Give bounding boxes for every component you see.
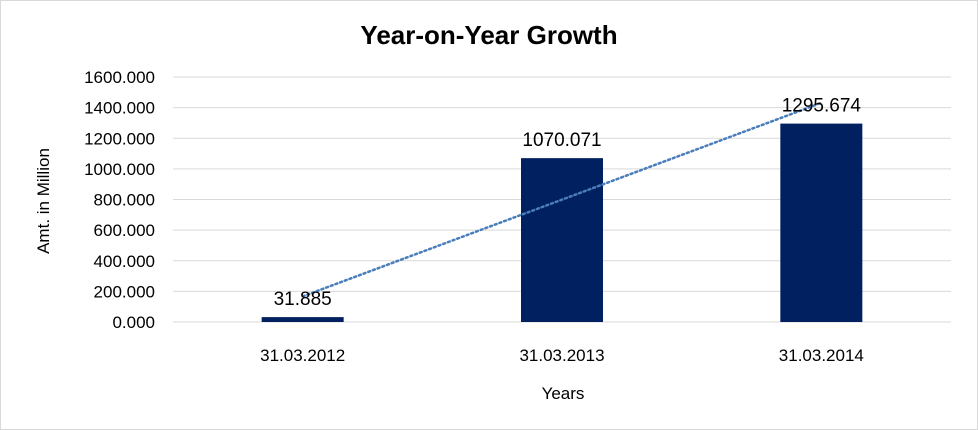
- y-axis-label: Amt. in Million: [34, 148, 53, 254]
- x-tick-label: 31.03.2013: [519, 346, 604, 365]
- data-label: 31.885: [274, 289, 332, 310]
- chart-title: Year-on-Year Growth: [360, 20, 617, 50]
- data-label: 1070.071: [522, 130, 601, 151]
- y-tick-label: 1600.000: [84, 68, 155, 87]
- y-axis-ticks: 0.000 200.000 400.000 600.000 800.000 1000.00…: [84, 68, 155, 332]
- bar: [780, 123, 863, 323]
- bar: [261, 317, 344, 322]
- x-tick-label: 31.03.2014: [779, 346, 864, 365]
- y-tick-label: 1400.000: [84, 99, 155, 118]
- bars: [261, 123, 863, 323]
- trendline: [301, 101, 823, 298]
- y-tick-label: 400.000: [94, 252, 155, 271]
- y-tick-label: 600.000: [94, 221, 155, 240]
- y-tick-label: 1000.000: [84, 160, 155, 179]
- y-tick-label: 1200.000: [84, 129, 155, 148]
- data-label: 1295.674: [782, 96, 862, 117]
- data-labels: 31.885 1070.071 1295.674: [274, 96, 862, 311]
- x-tick-label: 31.03.2012: [260, 346, 345, 365]
- y-tick-label: 800.000: [94, 191, 155, 210]
- trendline-group: [301, 101, 823, 298]
- x-axis-label: Years: [542, 384, 585, 403]
- y-tick-label: 0.000: [112, 313, 155, 332]
- y-tick-label: 200.000: [94, 282, 155, 301]
- bar: [521, 158, 603, 322]
- x-axis-ticks: 31.03.2012 31.03.2013 31.03.2014: [260, 346, 864, 365]
